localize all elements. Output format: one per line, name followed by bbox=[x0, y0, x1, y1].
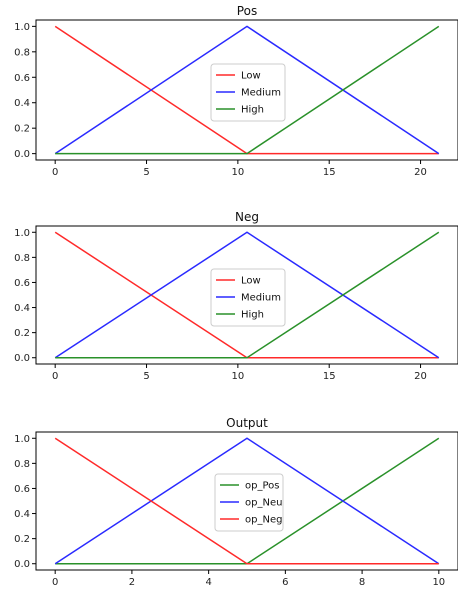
legend-box bbox=[210, 63, 286, 122]
series-line-medium bbox=[54, 25, 440, 155]
x-tick-label: 10 bbox=[231, 167, 244, 178]
y-tick-label: 0.4 bbox=[14, 303, 30, 314]
axes-frame bbox=[35, 431, 458, 571]
chart-title: Pos bbox=[237, 4, 257, 18]
chart-title: Output bbox=[226, 416, 268, 430]
legend-box bbox=[210, 268, 286, 327]
series-line-medium bbox=[54, 231, 440, 359]
y-tick-label: 0.8 bbox=[14, 459, 30, 470]
legend: op_Pos op_Neu op_Neg bbox=[214, 473, 284, 532]
y-tick-label: 0.6 bbox=[14, 73, 30, 84]
axes-frame bbox=[35, 225, 458, 365]
legend-label: Low bbox=[241, 276, 261, 287]
legend: Low Medium High bbox=[210, 268, 286, 327]
series-line-high bbox=[55, 231, 440, 359]
series-line-op-neg bbox=[54, 437, 439, 565]
legend-label: Medium bbox=[241, 293, 281, 304]
chart-pos: Pos 0.0 0.2 0.4 0.6 0.8 1.0 0 5 10 15 20 Low Medium Hi… bbox=[14, 4, 458, 178]
legend-label: High bbox=[241, 105, 264, 116]
legend-label: Low bbox=[241, 71, 261, 82]
y-tick-label: 0.4 bbox=[14, 509, 30, 520]
chart-neg: Neg 0.0 0.2 0.4 0.6 0.8 1.0 0 5 10 15 20 Low Medium Hi… bbox=[14, 210, 458, 382]
y-tick-label: 0.4 bbox=[14, 98, 30, 109]
x-tick-label: 0 bbox=[52, 167, 58, 178]
series-line-high bbox=[55, 25, 440, 155]
legend-box bbox=[214, 473, 284, 532]
y-tick-label: 0.2 bbox=[14, 328, 30, 339]
x-tick-label: 8 bbox=[359, 577, 365, 588]
y-tick-label: 0.2 bbox=[14, 124, 30, 135]
legend-label: op_Neg bbox=[245, 515, 282, 526]
x-tick-label: 4 bbox=[205, 577, 211, 588]
chart-title: Neg bbox=[235, 210, 259, 224]
x-tick-label: 15 bbox=[323, 371, 336, 382]
y-tick-label: 0.8 bbox=[14, 253, 30, 264]
x-tick-label: 5 bbox=[143, 167, 149, 178]
legend-label: High bbox=[241, 310, 264, 321]
legend: Low Medium High bbox=[210, 63, 286, 122]
series-line-op-neu bbox=[54, 437, 440, 565]
legend-label: op_Neu bbox=[245, 498, 282, 509]
x-tick-label: 5 bbox=[143, 371, 149, 382]
x-tick-label: 10 bbox=[432, 577, 445, 588]
x-tick-label: 0 bbox=[52, 577, 58, 588]
x-tick-label: 10 bbox=[231, 371, 244, 382]
legend-label: op_Pos bbox=[245, 481, 279, 492]
x-tick-label: 2 bbox=[129, 577, 135, 588]
x-tick-label: 0 bbox=[52, 371, 58, 382]
y-tick-label: 0.8 bbox=[14, 47, 30, 58]
x-tick-label: 20 bbox=[414, 371, 427, 382]
axes-frame bbox=[35, 19, 458, 161]
y-tick-label: 0.0 bbox=[14, 149, 30, 160]
y-tick-label: 0.0 bbox=[14, 353, 30, 364]
y-tick-label: 0.0 bbox=[14, 559, 30, 570]
legend-label: Medium bbox=[241, 88, 281, 99]
x-tick-label: 15 bbox=[323, 167, 336, 178]
y-tick-label: 0.6 bbox=[14, 278, 30, 289]
y-tick-label: 1.0 bbox=[14, 22, 30, 33]
x-tick-label: 6 bbox=[282, 577, 288, 588]
x-tick-label: 20 bbox=[414, 167, 427, 178]
y-tick-label: 0.2 bbox=[14, 534, 30, 545]
y-tick-label: 0.6 bbox=[14, 484, 30, 495]
y-tick-label: 1.0 bbox=[14, 228, 30, 239]
y-tick-label: 1.0 bbox=[14, 434, 30, 445]
